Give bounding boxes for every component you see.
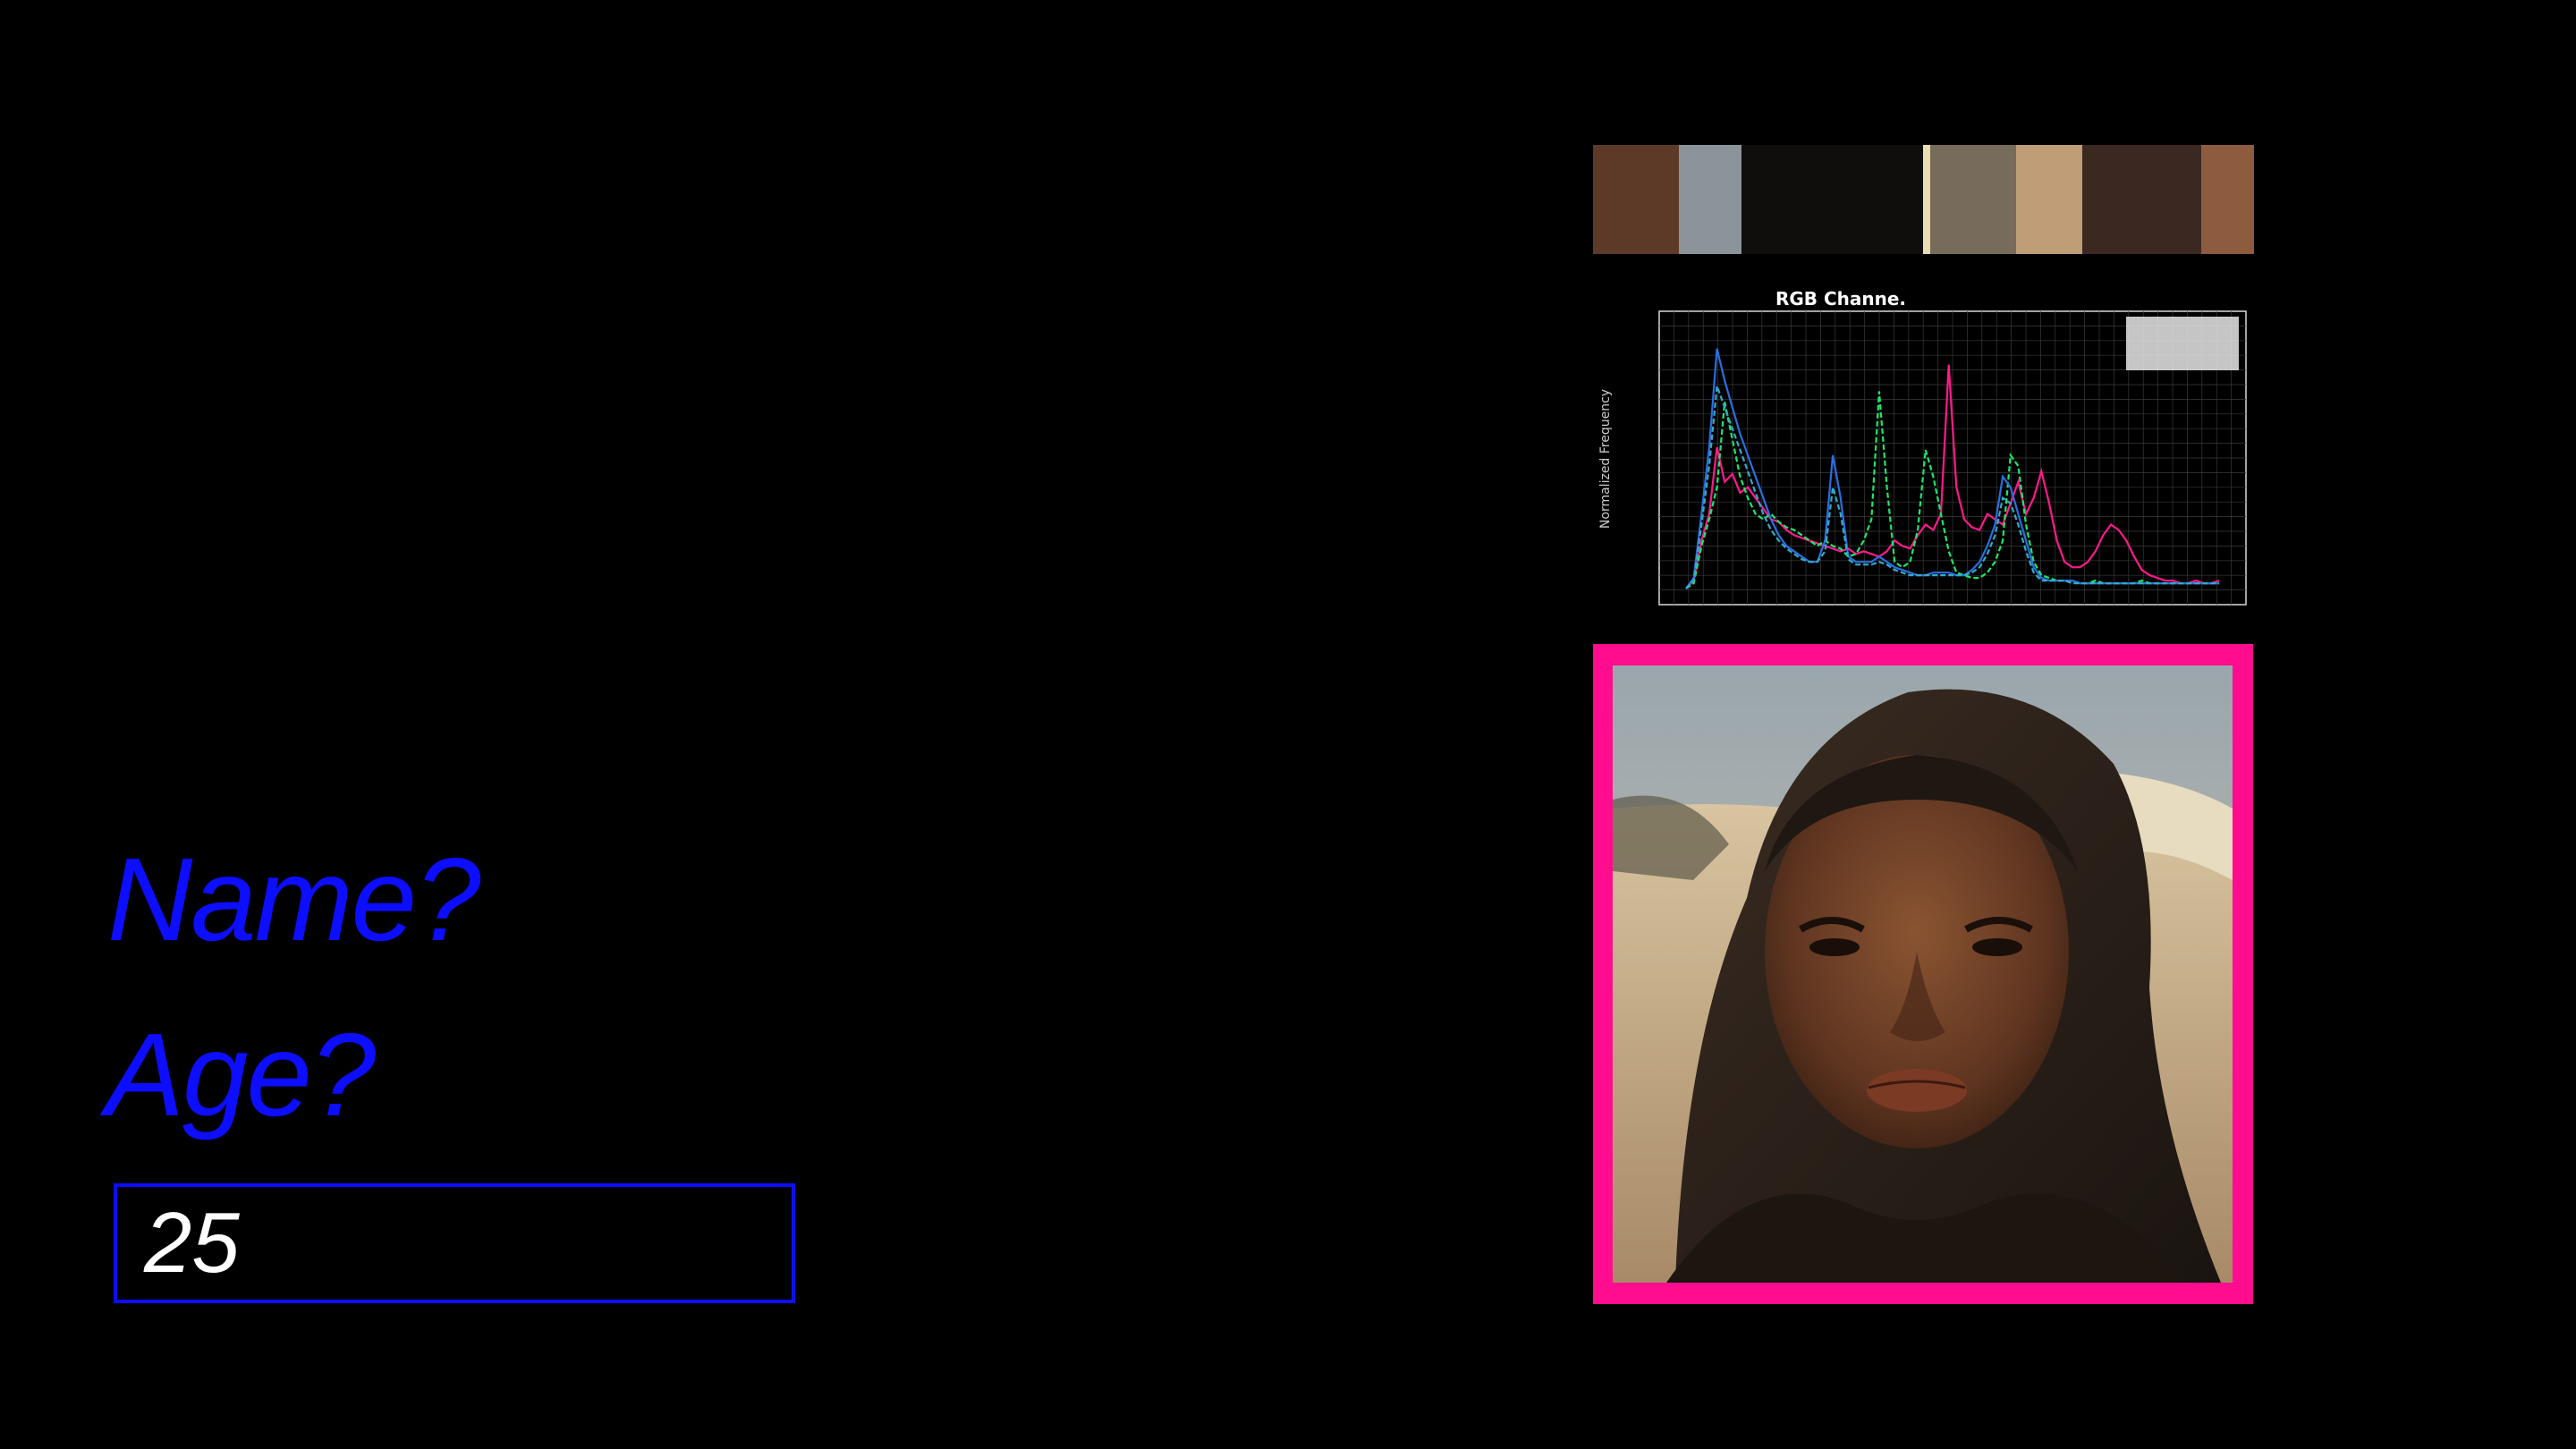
color-palette: [1593, 145, 2254, 254]
series-line: [1685, 386, 2219, 589]
palette-swatch: [1593, 145, 1680, 254]
name-question: Name?: [107, 834, 481, 965]
age-question: Age?: [106, 1009, 376, 1140]
palette-swatch: [1741, 145, 1924, 254]
palette-swatch: [2081, 145, 2201, 254]
series-line: [1685, 391, 2219, 589]
palette-swatch: [1923, 145, 1930, 254]
palette-swatch: [2015, 145, 2082, 254]
palette-swatch: [2200, 145, 2254, 254]
chart-ylabel: Normalized Frequency: [1598, 389, 1613, 529]
palette-swatch: [1929, 145, 2016, 254]
portrait-frame: [1593, 644, 2253, 1304]
chart-title: RGB Channe.: [1775, 288, 1906, 309]
series-line: [1685, 364, 2220, 589]
age-answer-field[interactable]: 25: [114, 1183, 795, 1303]
palette-swatch: [1679, 145, 1742, 254]
chart-legend: [2126, 317, 2239, 370]
rgb-histogram-chart: RGB Channe. Normalized Frequency: [1598, 288, 2247, 606]
portrait-photo: [1613, 665, 2233, 1283]
